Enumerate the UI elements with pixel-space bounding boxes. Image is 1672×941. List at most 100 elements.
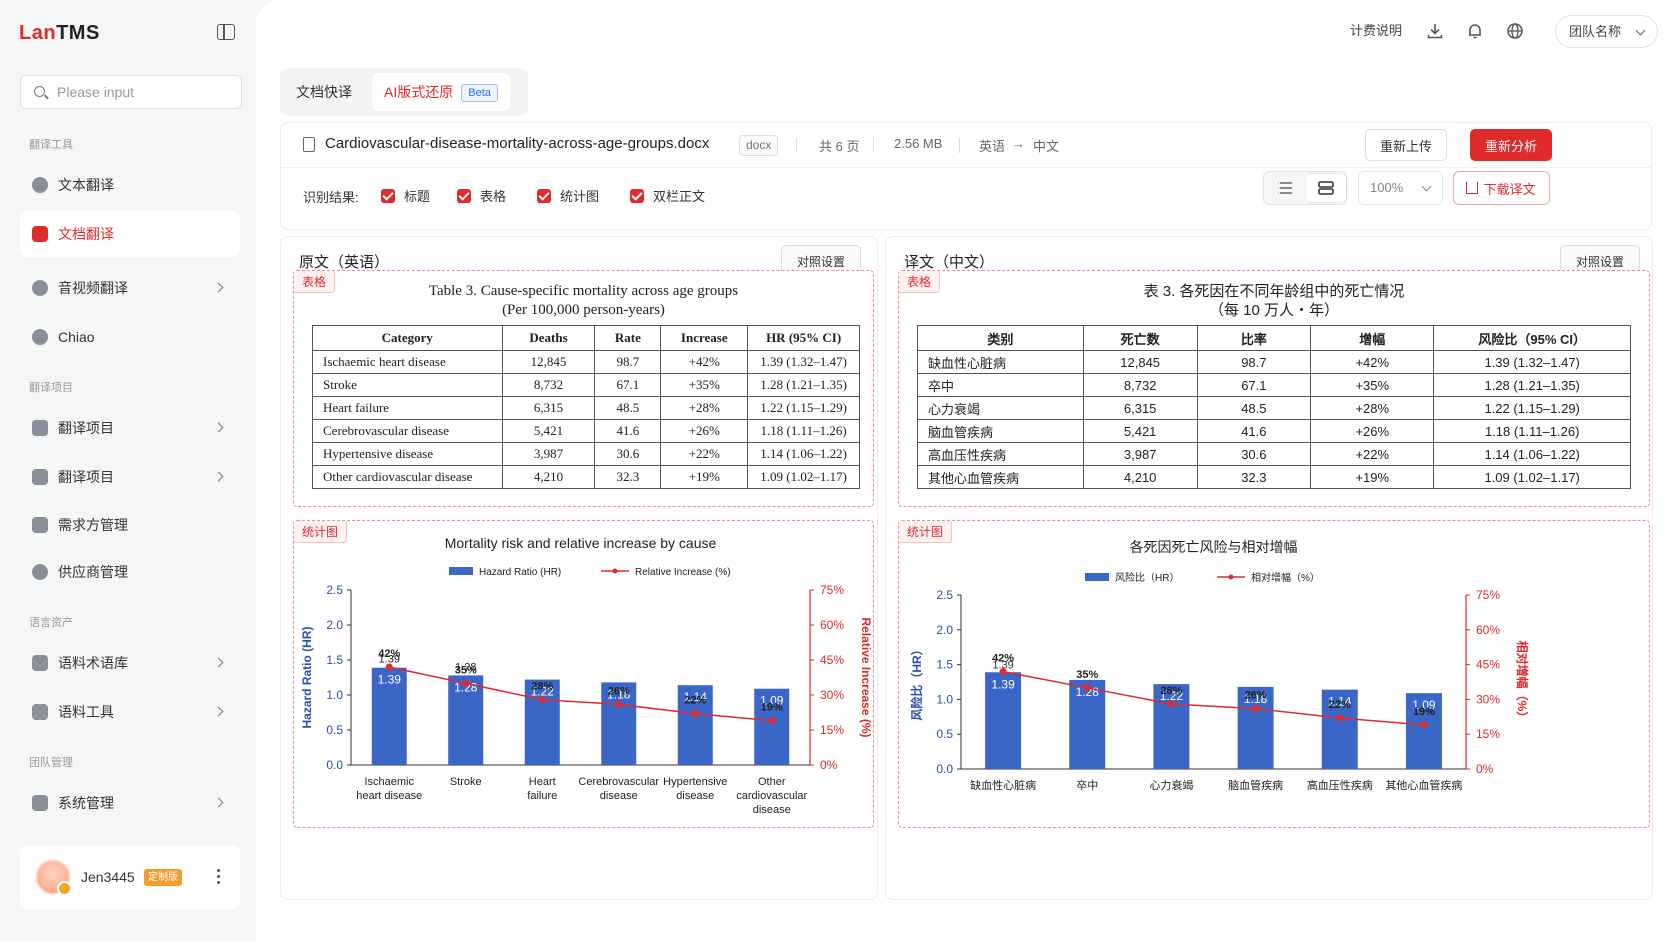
table-cell: Cerebrovascular disease: [312, 419, 503, 443]
group-title-assets: 语言资产: [29, 617, 73, 629]
divider: [796, 138, 797, 153]
tab-ai-layout[interactable]: AI版式还原 Beta: [372, 73, 510, 111]
x-tick-label: disease: [676, 790, 714, 802]
divider: [281, 167, 1651, 168]
y-tick-label-left: 2.5: [326, 583, 343, 597]
checkbox-label: 双栏正文: [653, 189, 706, 204]
x-tick-label: cardiovascular: [736, 790, 807, 802]
sidebar-item-clients[interactable]: 需求方管理: [20, 502, 240, 548]
table-header-row: Category Deaths Rate Increase HR (95% CI): [312, 325, 860, 351]
reupload-button[interactable]: 重新上传: [1365, 129, 1447, 161]
chart-bar: [1153, 684, 1190, 769]
table-header-cell: 风险比（95% CI）: [1433, 325, 1631, 351]
table-title: 表 3. 各死因在不同年龄组中的死亡情况: [1143, 283, 1405, 300]
x-tick-label: Heart: [529, 776, 556, 788]
checkbox-label: 表格: [480, 189, 507, 204]
file-info-card: Cardiovascular-disease-mortality-across-…: [280, 122, 1652, 230]
table-cell: 41.6: [1196, 419, 1312, 443]
sidebar-item-system[interactable]: 系统管理: [20, 780, 240, 826]
x-tick-label: Cerebrovascular: [578, 776, 659, 788]
table-cell: 41.6: [594, 419, 662, 443]
tab-quick-translate[interactable]: 文档快译: [296, 84, 352, 100]
series-line: [1002, 670, 1424, 726]
bar-value-label: 1.39: [378, 673, 402, 687]
sidebar-item-termbase[interactable]: 语料术语库: [20, 640, 240, 686]
y-axis-label-left: 风险比（HR）: [909, 643, 924, 720]
chevron-right-icon: [213, 797, 224, 808]
y-tick-label-left: 1.5: [326, 653, 343, 667]
download-icon[interactable]: [1426, 22, 1444, 40]
sidebar-item-text-translate[interactable]: 文本翻译: [20, 162, 240, 208]
translation-panel: 译文（中文） 对照设置 表格 表 3. 各死因在不同年龄组中的死亡情况 （每 1…: [885, 236, 1653, 900]
y-tick-label-right: 30%: [1476, 692, 1500, 706]
sidebar-item-media-translate[interactable]: 音视频翻译: [20, 265, 240, 311]
table-cell: 6,315: [501, 396, 596, 420]
y-tick-label-right: 75%: [820, 583, 844, 597]
file-size: 2.56 MB: [894, 136, 943, 151]
app-logo[interactable]: LanTMS: [19, 22, 100, 45]
table-cell: +42%: [1310, 350, 1435, 374]
billing-link[interactable]: 计费说明: [1350, 23, 1403, 38]
table-row: 其他心血管疾病 4,210 32.3 +19% 1.09 (1.02–1.17): [917, 465, 1631, 489]
table-row: Ischaemic heart disease 12,845 98.7 +42% 1.3…: [312, 350, 860, 374]
sidebar-item-project-2[interactable]: 翻译项目: [20, 454, 240, 500]
sidebar-item-chiao[interactable]: Chiao: [20, 314, 240, 360]
data-table: Category Deaths Rate Increase HR (95% CI) Isc…: [312, 325, 860, 489]
chart-block[interactable]: 统计图 各死因死亡风险与相对增幅 风险比（HR） 相对增幅（%） 0.0 0.5 1.0 1…: [898, 520, 1650, 828]
zoom-value: 100%: [1370, 180, 1404, 195]
more-vertical-icon[interactable]: [208, 865, 228, 889]
zoom-select[interactable]: 100%: [1358, 171, 1443, 205]
checkbox-chart[interactable]: 统计图: [537, 186, 599, 205]
checkbox-title[interactable]: 标题: [381, 186, 430, 205]
user-card: Jen3445 定制版: [20, 845, 240, 909]
table-cell: 48.5: [594, 396, 662, 420]
team-selector[interactable]: 团队名称: [1555, 15, 1658, 48]
avatar[interactable]: [35, 859, 72, 896]
table-row: Hypertensive disease 3,987 30.6 +22% 1.14 (1…: [312, 442, 860, 466]
table-cell: 98.7: [594, 350, 662, 374]
project-icon: [32, 469, 48, 485]
search-input[interactable]: [57, 76, 237, 108]
chevron-right-icon: [213, 471, 224, 482]
table-cell: 32.3: [1196, 465, 1312, 489]
table-block[interactable]: 表格 表 3. 各死因在不同年龄组中的死亡情况 （每 10 万人・年） 类别 死亡…: [898, 270, 1650, 507]
tab-ai-layout-label: AI版式还原: [384, 84, 454, 100]
chevron-right-icon: [213, 282, 224, 293]
y-tick-label-right: 0%: [820, 758, 838, 772]
x-tick-label: 卒中: [1076, 778, 1098, 792]
table-cell: 1.09 (1.02–1.17): [747, 465, 860, 489]
chevron-right-icon: [213, 706, 224, 717]
chart-block[interactable]: 统计图 Mortality risk and relative increase…: [293, 520, 874, 828]
table-header-cell: 增幅: [1310, 325, 1435, 351]
globe-icon[interactable]: [1506, 22, 1524, 40]
table-cell: 5,421: [501, 419, 596, 443]
project-icon: [32, 420, 48, 436]
sidebar-item-label: 音视频翻译: [58, 280, 128, 296]
table-cell: 1.18 (1.11–1.26): [747, 419, 860, 443]
bar-value-label: 1.18: [1244, 692, 1268, 706]
sidebar-item-vendors[interactable]: 供应商管理: [20, 549, 240, 595]
checkbox-two-column[interactable]: 双栏正文: [630, 186, 705, 205]
sidebar-item-document-translate[interactable]: 文档翻译: [20, 211, 240, 257]
recognition-label: 识别结果:: [303, 190, 359, 205]
reanalyze-button[interactable]: 重新分析: [1470, 129, 1552, 161]
table-cell: 12,845: [501, 350, 596, 374]
table-title: Table 3. Cause-specific mortality across…: [428, 283, 739, 299]
table-block[interactable]: 表格 Table 3. Cause-specific mortality acr…: [293, 270, 874, 507]
table-cell: 4,210: [1082, 465, 1198, 489]
sidebar-item-label: 系统管理: [58, 795, 114, 811]
sidebar-item-corpus-tools[interactable]: 语料工具: [20, 689, 240, 735]
sidebar-item-project-1[interactable]: 翻译项目: [20, 405, 240, 451]
line-point: [1420, 721, 1428, 729]
download-translation-button[interactable]: 下载译文: [1453, 171, 1550, 205]
table-row: 卒中 8,732 67.1 +35% 1.28 (1.21–1.35): [917, 373, 1631, 397]
table-header-cell: 死亡数: [1082, 325, 1198, 351]
text-translate-icon: [32, 177, 48, 193]
sidebar-collapse-icon[interactable]: [217, 24, 235, 40]
checkbox-table[interactable]: 表格: [457, 186, 506, 205]
chart-bar: [754, 688, 790, 765]
list-view-icon[interactable]: [1266, 174, 1306, 202]
bell-icon[interactable]: [1466, 22, 1484, 40]
stacked-view-icon[interactable]: [1306, 174, 1346, 202]
